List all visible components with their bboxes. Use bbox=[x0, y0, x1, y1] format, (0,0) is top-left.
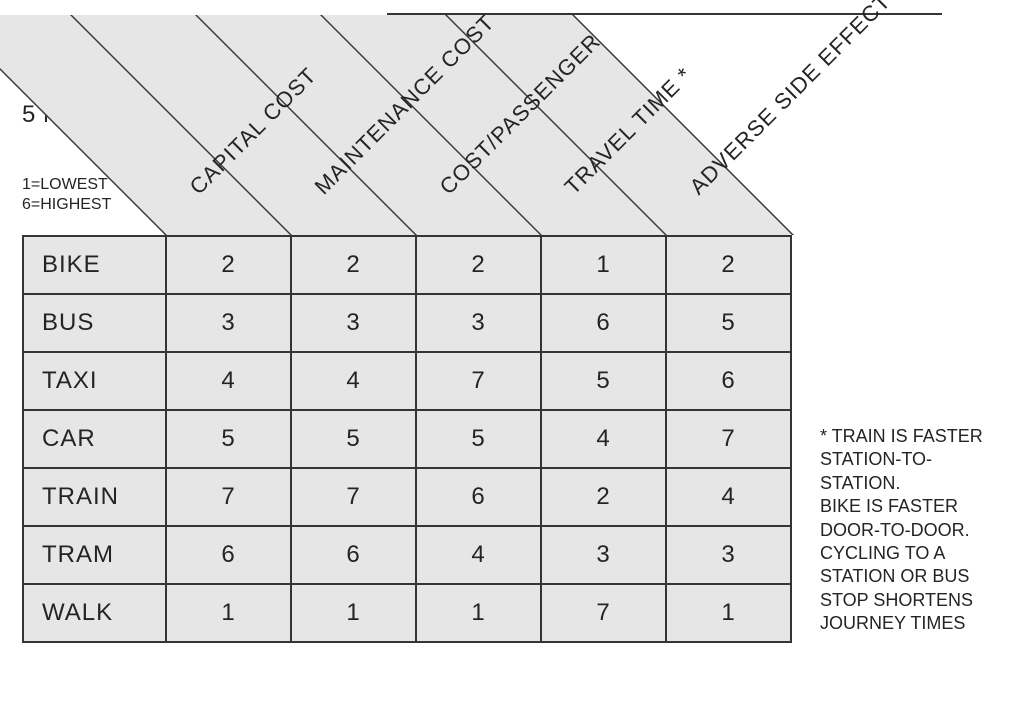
row-label: BUS bbox=[23, 294, 166, 352]
cell-value: 7 bbox=[541, 584, 666, 642]
cell-value: 2 bbox=[541, 468, 666, 526]
cell-value: 2 bbox=[416, 236, 541, 294]
row-label: TAXI bbox=[23, 352, 166, 410]
cell-value: 4 bbox=[291, 352, 416, 410]
footnote-line: CYCLING TO A bbox=[820, 543, 945, 563]
cell-value: 3 bbox=[166, 294, 291, 352]
cell-value: 7 bbox=[291, 468, 416, 526]
table-row: BIKE 2 2 2 1 2 bbox=[23, 236, 791, 294]
cell-value: 7 bbox=[666, 410, 791, 468]
cell-value: 2 bbox=[666, 236, 791, 294]
cell-value: 7 bbox=[166, 468, 291, 526]
cell-value: 1 bbox=[416, 584, 541, 642]
legend-block: 1=LOWEST 6=HIGHEST bbox=[22, 175, 111, 215]
table-row: TRAM 6 6 4 3 3 bbox=[23, 526, 791, 584]
cell-value: 4 bbox=[416, 526, 541, 584]
cell-value: 4 bbox=[666, 468, 791, 526]
cell-value: 5 bbox=[541, 352, 666, 410]
row-label: WALK bbox=[23, 584, 166, 642]
footnote-line: JOURNEY TIMES bbox=[820, 613, 965, 633]
footnote-line: BIKE IS FASTER bbox=[820, 496, 958, 516]
table-row: BUS 3 3 3 6 5 bbox=[23, 294, 791, 352]
row-label: CAR bbox=[23, 410, 166, 468]
cell-value: 2 bbox=[291, 236, 416, 294]
page: MASS TRANSIT SYSTEMS ASSESSMENT MATRIX F… bbox=[0, 0, 1024, 701]
cell-value: 5 bbox=[416, 410, 541, 468]
cell-value: 1 bbox=[291, 584, 416, 642]
cell-value: 2 bbox=[166, 236, 291, 294]
cell-value: 3 bbox=[416, 294, 541, 352]
cell-value: 1 bbox=[666, 584, 791, 642]
assessment-matrix: BIKE 2 2 2 1 2 BUS 3 3 3 6 5 TAXI 4 4 7 … bbox=[22, 235, 792, 643]
cell-value: 5 bbox=[666, 294, 791, 352]
footnote-line: STATION OR BUS bbox=[820, 566, 969, 586]
footnote: * TRAIN IS FASTER STATION-TO-STATION. BI… bbox=[820, 425, 1010, 636]
cell-value: 6 bbox=[291, 526, 416, 584]
row-label: TRAIN bbox=[23, 468, 166, 526]
footnote-line: DOOR-TO-DOOR. bbox=[820, 520, 970, 540]
cell-value: 6 bbox=[416, 468, 541, 526]
legend-line-2: 6=HIGHEST bbox=[22, 196, 111, 213]
table-row: TAXI 4 4 7 5 6 bbox=[23, 352, 791, 410]
table-row: WALK 1 1 1 7 1 bbox=[23, 584, 791, 642]
footnote-line: * TRAIN IS FASTER bbox=[820, 426, 983, 446]
column-header-comb: CAPITAL COST MAINTENANCE COST COST/PASSE… bbox=[165, 0, 790, 235]
cell-value: 1 bbox=[166, 584, 291, 642]
cell-value: 7 bbox=[416, 352, 541, 410]
row-label: TRAM bbox=[23, 526, 166, 584]
cell-value: 4 bbox=[541, 410, 666, 468]
table-row: TRAIN 7 7 6 2 4 bbox=[23, 468, 791, 526]
cell-value: 5 bbox=[166, 410, 291, 468]
cell-value: 4 bbox=[166, 352, 291, 410]
cell-value: 5 bbox=[291, 410, 416, 468]
footnote-line: STATION-TO-STATION. bbox=[820, 449, 932, 492]
legend-line-1: 1=LOWEST bbox=[22, 176, 108, 193]
table-row: CAR 5 5 5 4 7 bbox=[23, 410, 791, 468]
row-label: BIKE bbox=[23, 236, 166, 294]
cell-value: 6 bbox=[541, 294, 666, 352]
cell-value: 1 bbox=[541, 236, 666, 294]
cell-value: 3 bbox=[666, 526, 791, 584]
column-header-area: CAPITAL COST MAINTENANCE COST COST/PASSE… bbox=[165, 0, 790, 235]
cell-value: 6 bbox=[666, 352, 791, 410]
cell-value: 6 bbox=[166, 526, 291, 584]
column-header-topcap bbox=[757, 13, 942, 15]
cell-value: 3 bbox=[291, 294, 416, 352]
footnote-line: STOP SHORTENS bbox=[820, 590, 973, 610]
cell-value: 3 bbox=[541, 526, 666, 584]
